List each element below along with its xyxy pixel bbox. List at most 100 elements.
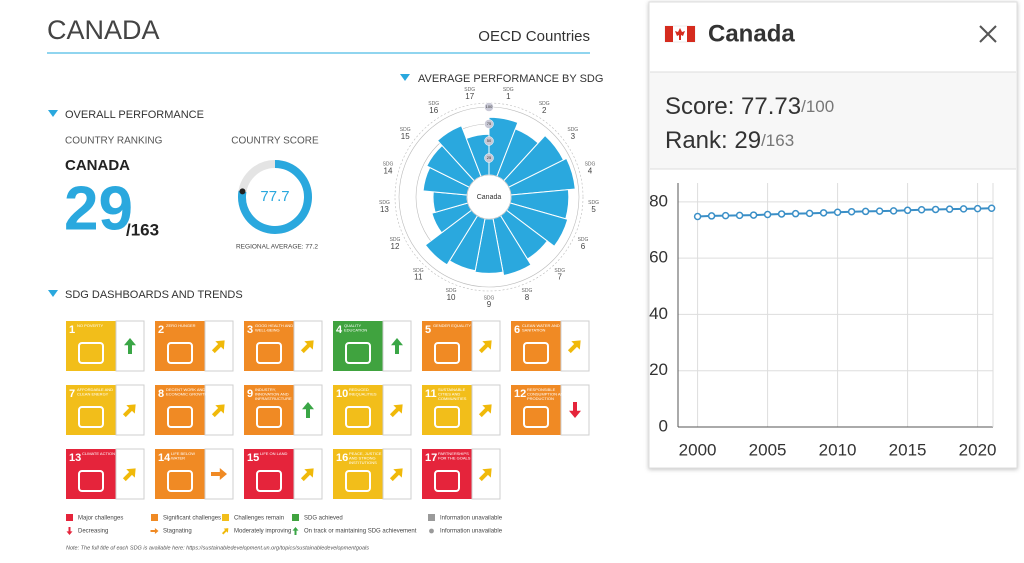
tile-title: GOOD HEALTH AND WELL-BEING bbox=[255, 323, 294, 333]
tile-trend bbox=[115, 384, 145, 436]
tile-trend bbox=[471, 320, 501, 372]
sdg-prefix: SDG bbox=[379, 200, 390, 206]
tile-pictogram bbox=[78, 342, 104, 364]
sdg-label: 9 bbox=[487, 300, 492, 309]
dashboard: 1 NO POVERTY 2 ZERO HUNGER 3 GOOD HEALTH AND … bbox=[66, 320, 590, 500]
y-tick-label: 20 bbox=[649, 360, 668, 379]
tile-title-line: CONSUMPTION AND bbox=[527, 392, 567, 397]
tile-title-line: DECENT WORK AND bbox=[166, 387, 206, 392]
score-point bbox=[861, 207, 870, 216]
sdg-prefix: SDG bbox=[383, 162, 394, 168]
sdg-label: 6 bbox=[581, 242, 586, 251]
rank-max: /163 bbox=[761, 131, 794, 150]
score-point bbox=[791, 209, 800, 218]
score-max: /100 bbox=[801, 97, 834, 116]
tile-title-line: RESPONSIBLE bbox=[527, 387, 556, 392]
sdg-label: 15 bbox=[401, 132, 410, 141]
section-heading: SDG DASHBOARDS AND TRENDS bbox=[65, 289, 243, 301]
tile-number: 16 bbox=[336, 452, 348, 464]
legend-label: Significant challenges bbox=[163, 516, 221, 522]
radial-chart: SDG1SDG2SDG3SDG4SDG5SDG6SDG7SDG8SDG9SDG1… bbox=[379, 87, 599, 309]
tile-title-line: AFFORDABLE AND bbox=[77, 387, 114, 392]
tile-title-line: AND STRONG bbox=[349, 456, 377, 461]
trend-arrow bbox=[221, 528, 229, 535]
legend-swatch bbox=[151, 514, 158, 521]
sdg-prefix: SDG bbox=[578, 237, 589, 243]
tile-title-line: ECONOMIC GROWTH bbox=[166, 392, 207, 397]
regional-average: REGIONAL AVERAGE: 77.2 bbox=[236, 244, 318, 251]
trend-arrow bbox=[478, 404, 492, 418]
score-gauge: 77.7 bbox=[238, 160, 312, 234]
tile-pictogram bbox=[345, 470, 371, 492]
tile-pictogram bbox=[78, 470, 104, 492]
legend-label: Moderately improving bbox=[234, 529, 291, 535]
tile-number: 17 bbox=[425, 452, 437, 464]
tile-number: 8 bbox=[158, 388, 164, 400]
close-button[interactable] bbox=[979, 25, 997, 43]
tile-title-line: INDUSTRY, bbox=[255, 387, 277, 392]
trend-arrow bbox=[211, 404, 225, 418]
tile-number: 2 bbox=[158, 324, 164, 336]
tile-title: SUSTAINABLE CITIES AND COMMUNITIES bbox=[438, 387, 467, 401]
trend-arrow bbox=[389, 468, 403, 482]
sdg-label: 3 bbox=[571, 132, 576, 141]
tile-title: INDUSTRY, INNOVATION AND INFRASTRUCTURE bbox=[255, 387, 292, 401]
tile-pictogram bbox=[167, 470, 193, 492]
line-chart: 0 20 40 60 80 2000 2005 2010 2015 2020 bbox=[649, 183, 997, 459]
sdg-prefix: SDG bbox=[522, 288, 533, 294]
ring-badge bbox=[484, 136, 494, 146]
country-name: CANADA bbox=[65, 157, 130, 174]
sdg-label: 4 bbox=[588, 166, 593, 175]
tile-title-line: CLEAN WATER AND bbox=[522, 323, 561, 328]
trend-arrow bbox=[300, 468, 314, 482]
tile-title: CLIMATE ACTION bbox=[82, 451, 115, 456]
tile-title-line: WATER bbox=[171, 456, 185, 461]
y-tick-label: 0 bbox=[659, 416, 668, 435]
legend: Major challenges Significant challenges Ch… bbox=[66, 514, 503, 535]
country-panel: Canada Score: 77.73/100 Rank: 29/163 0 20… bbox=[648, 1, 1018, 469]
section-heading: OVERALL PERFORMANCE bbox=[65, 109, 204, 121]
legend-swatch bbox=[222, 514, 229, 521]
sdg-prefix: SDG bbox=[588, 200, 599, 206]
score-point bbox=[917, 205, 926, 214]
tile-number: 7 bbox=[69, 388, 75, 400]
tile-title-line: WELL-BEING bbox=[255, 328, 280, 333]
rank-total: /163 bbox=[126, 220, 159, 239]
tile-title-line: FOR THE GOALS bbox=[438, 456, 471, 461]
score-point bbox=[735, 211, 744, 220]
ring-label: 25 bbox=[487, 155, 492, 160]
trend-arrow bbox=[478, 340, 492, 354]
score-point bbox=[973, 204, 982, 213]
rank-label: Rank: bbox=[665, 127, 734, 154]
trend-arrow bbox=[302, 402, 314, 418]
tile-title: LIFE BELOW WATER bbox=[171, 451, 196, 461]
sdg-prefix: SDG bbox=[428, 101, 439, 107]
tile-pictogram bbox=[345, 342, 371, 364]
tile-title: PEACE, JUSTICE AND STRONG INSTITUTIONS bbox=[349, 451, 383, 465]
gauge-value: 77.7 bbox=[260, 188, 289, 205]
tile-title: REDUCED INEQUALITIES bbox=[349, 387, 377, 397]
tile-pictogram bbox=[167, 342, 193, 364]
sdg-prefix: SDG bbox=[464, 87, 475, 93]
trend-arrow bbox=[567, 340, 581, 354]
tile-pictogram bbox=[167, 406, 193, 428]
rank-number: 29 bbox=[64, 174, 133, 243]
score-point bbox=[721, 211, 730, 220]
sdg-label: 8 bbox=[525, 293, 530, 302]
tile-title: PARTNERSHIPS FOR THE GOALS bbox=[438, 451, 471, 461]
trend-arrow bbox=[292, 527, 299, 535]
tile-title-line: QUALITY bbox=[344, 323, 362, 328]
tile-title: ZERO HUNGER bbox=[166, 323, 196, 328]
panel-title: Canada bbox=[708, 20, 795, 47]
tile-title-line: LIFE BELOW bbox=[171, 451, 196, 456]
x-tick-label: 2020 bbox=[959, 440, 997, 459]
sdg-prefix: SDG bbox=[400, 127, 411, 133]
tile-number: 6 bbox=[514, 324, 520, 336]
tile-number: 12 bbox=[514, 388, 526, 400]
center-disc bbox=[466, 174, 512, 220]
score-value: 77.73 bbox=[741, 93, 801, 120]
tile-pictogram bbox=[434, 342, 460, 364]
flag bbox=[664, 25, 696, 43]
section-marker bbox=[400, 74, 410, 81]
